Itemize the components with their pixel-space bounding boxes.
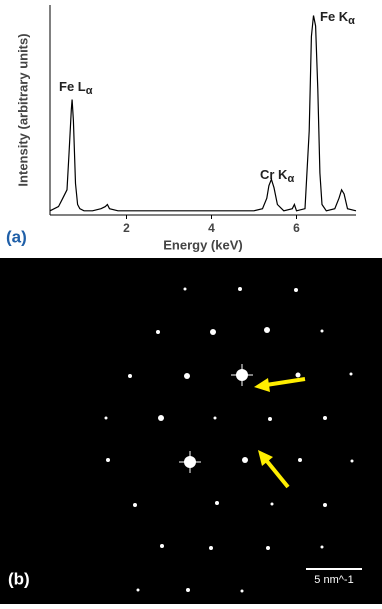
- diffraction-spots: [104, 287, 354, 593]
- annotation-sub: α: [287, 173, 294, 185]
- spectrum-line: [49, 15, 357, 212]
- x-axis-label: Energy (keV): [163, 237, 242, 252]
- annotation-sub: α: [348, 15, 355, 27]
- annotation-text: Fe K: [320, 9, 349, 24]
- annotation: Cr Kα: [260, 167, 294, 184]
- central-spot-flares: [179, 364, 253, 473]
- scale-bar-label: 5 nm^-1: [314, 574, 353, 586]
- annotation-text: Cr K: [260, 167, 288, 182]
- y-axis-label: Intensity (arbitrary units): [15, 33, 30, 186]
- x-tick-label: 6: [293, 221, 300, 235]
- diffraction-image: [0, 258, 382, 604]
- annotation: Fe Kα: [320, 9, 355, 26]
- panel-label: (a): [6, 227, 27, 246]
- x-tick-label: 4: [208, 221, 215, 235]
- x-tick-label: 2: [123, 221, 130, 235]
- panel-label: (b): [8, 569, 30, 588]
- arrows: [254, 377, 306, 489]
- panel-a-bg: [0, 0, 382, 258]
- annotation-text: Fe L: [59, 79, 86, 94]
- annotation: Fe Lα: [59, 79, 93, 96]
- annotation-sub: α: [86, 85, 93, 97]
